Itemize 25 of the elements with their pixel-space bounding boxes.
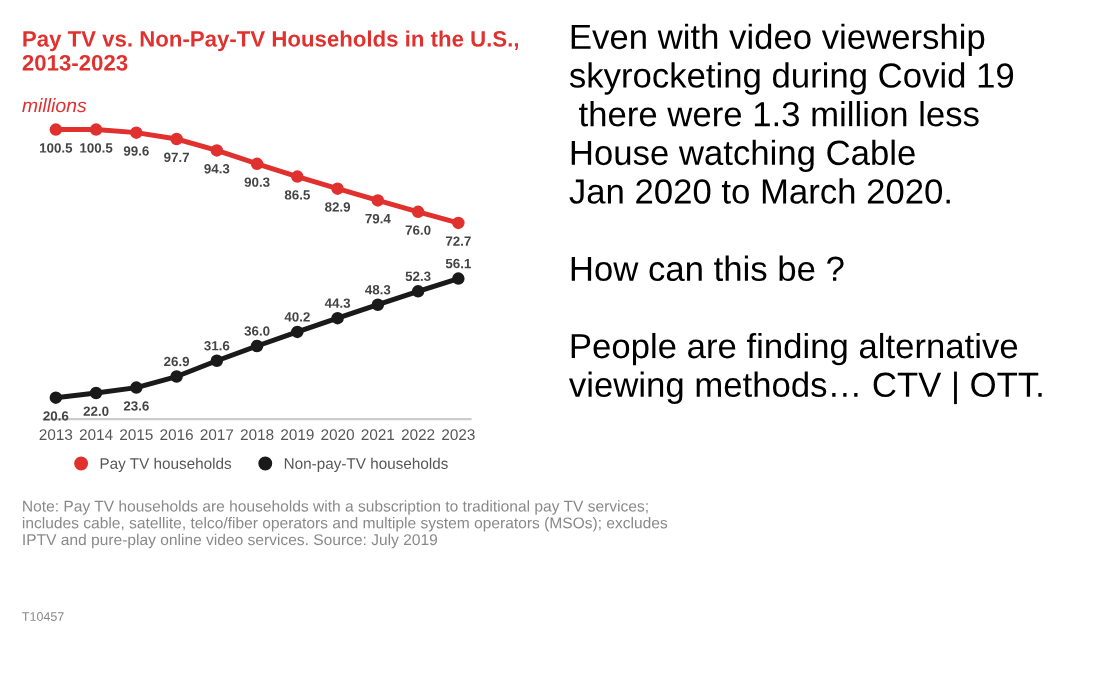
point — [49, 391, 63, 404]
point — [250, 339, 264, 353]
point — [89, 386, 103, 400]
chart-subtitle: millions — [22, 98, 87, 113]
point — [130, 126, 143, 139]
point — [452, 216, 465, 230]
point — [452, 272, 465, 285]
point — [371, 194, 385, 207]
point — [170, 370, 183, 383]
point — [250, 157, 264, 171]
point — [331, 182, 344, 195]
point — [49, 123, 63, 136]
text: Even with video viewership skyrocketing during Covid 19 there were 1.3 million less House watching Cable Jan 2020 to March 2020. How can this be ? People are finding alternative viewing methods… CTV | OTT. — [569, 23, 1042, 405]
point — [170, 132, 183, 146]
point — [411, 205, 425, 219]
point — [291, 325, 304, 339]
point — [210, 144, 224, 157]
point — [331, 311, 344, 325]
point — [210, 354, 224, 368]
point — [130, 381, 143, 394]
point — [89, 123, 103, 136]
point — [411, 285, 425, 298]
point — [371, 298, 385, 311]
chart-title: Pay TV vs. Non-Pay-TV Households in the U.S., 2013-2023 — [22, 30, 519, 71]
point — [291, 170, 304, 183]
